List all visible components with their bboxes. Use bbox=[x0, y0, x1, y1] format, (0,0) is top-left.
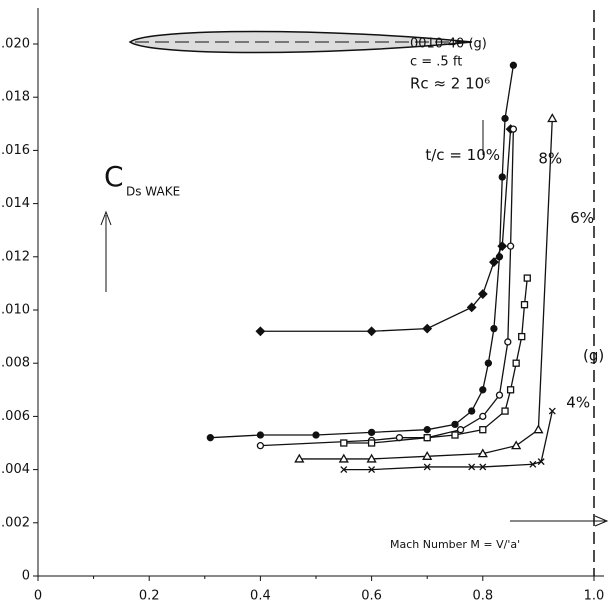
x-tick-label: 0.4 bbox=[250, 589, 271, 604]
x-axis-label: Mach Number M = V/'a' bbox=[390, 538, 520, 551]
y-tick-label: .010 bbox=[1, 303, 30, 318]
y-tick-label: .014 bbox=[1, 196, 30, 211]
series-line bbox=[343, 278, 528, 444]
y-tick-label: .006 bbox=[1, 409, 30, 424]
point bbox=[479, 426, 487, 434]
point bbox=[484, 359, 493, 367]
annotation: 0010-40 (g) bbox=[410, 37, 487, 52]
point bbox=[537, 458, 545, 466]
point bbox=[423, 434, 431, 442]
x-tick-label: 0 bbox=[34, 589, 42, 604]
point bbox=[366, 453, 377, 463]
point bbox=[338, 453, 349, 463]
point bbox=[422, 450, 433, 460]
y-tick-label: .004 bbox=[1, 462, 30, 477]
point bbox=[206, 434, 215, 442]
series-label: 4% bbox=[566, 394, 590, 412]
y-tick-label: 0 bbox=[22, 569, 30, 584]
y-tick-label: .002 bbox=[1, 515, 30, 530]
point bbox=[520, 301, 529, 309]
series-line bbox=[343, 410, 553, 471]
arrow-head bbox=[100, 210, 112, 226]
point bbox=[511, 440, 522, 450]
point bbox=[529, 460, 537, 468]
point bbox=[294, 453, 305, 463]
y-axis-label-sub: Ds WAKE bbox=[126, 185, 180, 199]
point bbox=[506, 242, 515, 250]
point bbox=[504, 338, 512, 346]
point bbox=[479, 412, 487, 421]
point bbox=[501, 407, 509, 415]
arrow-head bbox=[594, 515, 609, 527]
point bbox=[479, 463, 487, 471]
point bbox=[509, 125, 518, 133]
point bbox=[506, 386, 515, 394]
point bbox=[422, 323, 433, 334]
x-tick-label: 1.0 bbox=[584, 589, 605, 604]
point bbox=[523, 274, 531, 282]
point bbox=[367, 428, 376, 437]
point bbox=[312, 431, 320, 439]
annotation: Rc ≈ 2 10⁶ bbox=[410, 75, 490, 93]
point bbox=[456, 426, 465, 434]
series-label: t/c = 10% bbox=[425, 146, 500, 164]
y-tick-label: .018 bbox=[1, 90, 30, 105]
annotation: c = .5 ft bbox=[410, 55, 462, 70]
point bbox=[423, 463, 431, 471]
y-tick-label: .012 bbox=[1, 249, 30, 264]
point bbox=[340, 466, 348, 474]
series-label: 6% bbox=[570, 209, 594, 227]
point bbox=[256, 442, 265, 450]
point bbox=[533, 424, 544, 434]
point bbox=[501, 114, 509, 123]
x-tick-label: 0.8 bbox=[472, 589, 493, 604]
point bbox=[366, 326, 377, 337]
point bbox=[256, 431, 265, 439]
point bbox=[495, 253, 504, 261]
point bbox=[368, 466, 376, 474]
y-axis-label: C bbox=[104, 160, 124, 193]
point bbox=[468, 463, 476, 471]
point bbox=[255, 326, 266, 337]
point bbox=[547, 113, 558, 123]
point bbox=[340, 439, 348, 447]
point bbox=[490, 324, 498, 333]
point bbox=[367, 439, 376, 447]
y-tick-label: .020 bbox=[1, 37, 30, 52]
point bbox=[489, 257, 499, 268]
point bbox=[451, 420, 459, 429]
point bbox=[479, 386, 487, 394]
point bbox=[548, 407, 556, 415]
point bbox=[509, 61, 518, 69]
series-line bbox=[260, 129, 515, 447]
point bbox=[466, 302, 477, 313]
x-tick-label: 0.2 bbox=[139, 589, 160, 604]
x-tick-label: 0.6 bbox=[361, 589, 382, 604]
point bbox=[498, 173, 506, 181]
series-line bbox=[210, 65, 515, 439]
y-tick-label: .016 bbox=[1, 143, 30, 158]
point bbox=[477, 289, 488, 299]
point bbox=[518, 332, 526, 341]
y-tick-label: .008 bbox=[1, 356, 30, 371]
point bbox=[512, 359, 520, 367]
point bbox=[423, 426, 431, 434]
point bbox=[477, 448, 488, 458]
point bbox=[468, 407, 476, 415]
series-line bbox=[299, 118, 553, 460]
point bbox=[495, 391, 504, 399]
point bbox=[451, 431, 459, 439]
